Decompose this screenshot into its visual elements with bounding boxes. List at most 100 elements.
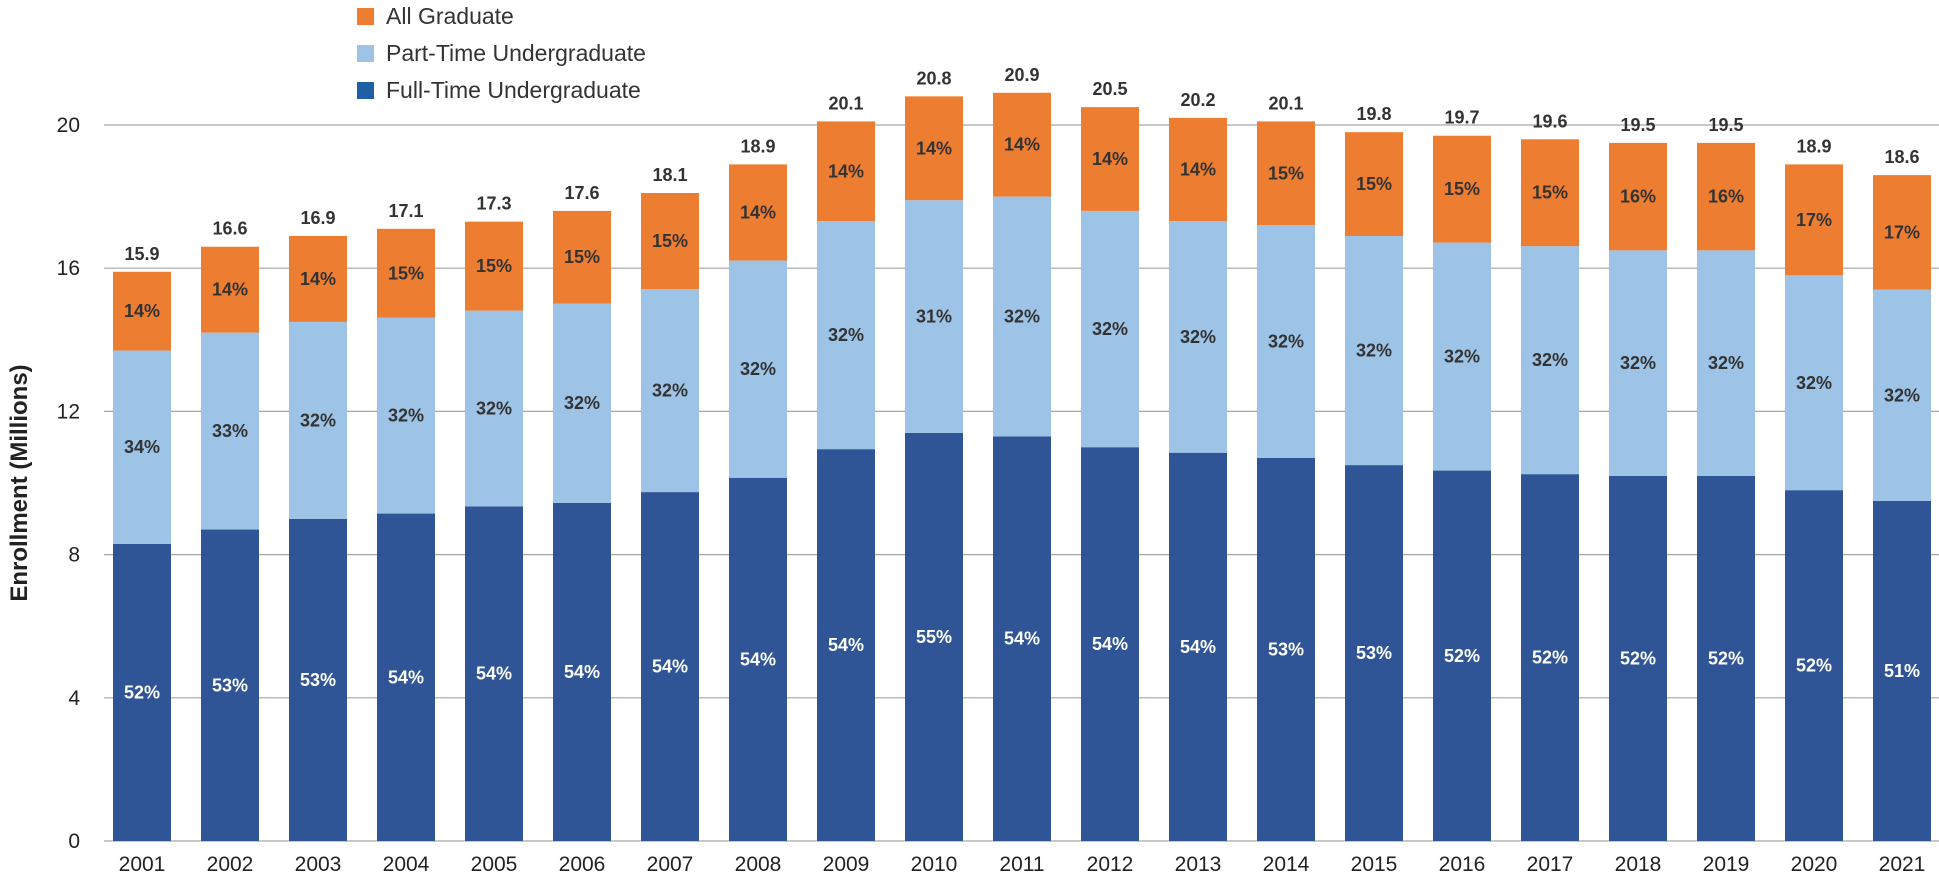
bar-total-label: 19.7	[1444, 108, 1479, 128]
bar-total-label: 18.9	[740, 136, 775, 156]
segment-percent-label: 54%	[1004, 629, 1040, 649]
bar-segment	[1345, 132, 1403, 236]
segment-percent-label: 32%	[476, 399, 512, 419]
x-tick-label: 2010	[911, 853, 958, 876]
bars	[113, 92, 1931, 841]
bar-total-label: 19.6	[1532, 111, 1567, 131]
bar-segment	[553, 502, 611, 841]
segment-percent-label: 15%	[1444, 179, 1480, 199]
bar-segment	[641, 193, 699, 290]
x-tick-label: 2002	[207, 853, 254, 876]
x-tick-label: 2009	[823, 853, 870, 876]
segment-percent-label: 32%	[300, 410, 336, 430]
bar-segment	[1433, 242, 1491, 471]
segment-percent-label: 52%	[1444, 646, 1480, 666]
segment-percent-label: 14%	[916, 138, 952, 158]
segment-percent-label: 32%	[1444, 347, 1480, 367]
x-tick-label: 2021	[1879, 853, 1926, 876]
bar-total-label: 16.9	[300, 208, 335, 228]
segment-percent-label: 32%	[1268, 332, 1304, 352]
y-axis-title: Enrollment (Millions)	[6, 364, 33, 601]
segment-percent-label: 55%	[916, 627, 952, 647]
segment-percent-label: 15%	[1356, 174, 1392, 194]
segment-percent-label: 17%	[1884, 222, 1920, 242]
bar-segment	[1345, 465, 1403, 841]
segment-percent-label: 15%	[1268, 163, 1304, 183]
segment-percent-label: 54%	[652, 657, 688, 677]
bar-segment	[553, 303, 611, 503]
bar-segment	[729, 260, 787, 478]
segment-percent-label: 14%	[1092, 149, 1128, 169]
segment-percent-label: 54%	[740, 649, 776, 669]
segment-percent-label: 32%	[652, 381, 688, 401]
segment-percent-label: 14%	[212, 280, 248, 300]
x-tick-label: 2020	[1791, 853, 1838, 876]
bar-segment	[1609, 142, 1667, 251]
bar-segment	[1081, 447, 1139, 841]
x-tick-label: 2006	[559, 853, 606, 876]
x-tick-label: 2011	[999, 853, 1044, 876]
bar-total-label: 18.1	[652, 165, 687, 185]
y-tick-label: 8	[68, 544, 80, 567]
x-tick-label: 2012	[1087, 853, 1134, 876]
bar-segment	[465, 310, 523, 507]
bar-segment	[1081, 210, 1139, 448]
x-tick-label: 2008	[735, 853, 782, 876]
segment-percent-label: 54%	[476, 664, 512, 684]
bar-segment	[113, 271, 171, 351]
segment-percent-label: 14%	[1004, 135, 1040, 155]
bar-segment	[1873, 500, 1931, 841]
bar-total-label: 16.6	[212, 219, 247, 239]
legend-swatch	[357, 8, 374, 25]
bar-total-label: 17.1	[388, 201, 423, 221]
bar-segment	[1169, 117, 1227, 222]
bar-segment	[465, 506, 523, 841]
bar-segment	[113, 543, 171, 841]
bar-segment	[641, 289, 699, 493]
bar-total-label: 19.5	[1620, 115, 1655, 135]
x-tick-label: 2007	[647, 853, 694, 876]
segment-percent-label: 32%	[1532, 350, 1568, 370]
x-tick-label: 2013	[1175, 853, 1222, 876]
legend-swatch	[357, 45, 374, 62]
bar-total-label: 17.6	[564, 183, 599, 203]
segment-percent-label: 52%	[124, 682, 160, 702]
bar-segment	[553, 210, 611, 304]
y-tick-label: 4	[68, 687, 80, 710]
segment-percent-label: 34%	[124, 437, 160, 457]
bar-segment	[1521, 139, 1579, 247]
x-tick-label: 2019	[1703, 853, 1750, 876]
x-tick-label: 2001	[119, 853, 166, 876]
x-tick-label: 2004	[383, 853, 430, 876]
segment-percent-label: 14%	[300, 269, 336, 289]
bar-total-label: 20.5	[1092, 79, 1127, 99]
segment-percent-label: 14%	[828, 161, 864, 181]
segment-percent-label: 53%	[1356, 643, 1392, 663]
x-tick-label: 2015	[1351, 853, 1398, 876]
bar-segment	[465, 221, 523, 311]
bar-segment	[1785, 490, 1843, 841]
bar-total-label: 15.9	[124, 244, 159, 264]
x-tick-label: 2005	[471, 853, 518, 876]
segment-percent-label: 32%	[1180, 327, 1216, 347]
segment-percent-label: 54%	[388, 667, 424, 687]
bar-segment	[289, 518, 347, 841]
bar-segment	[1609, 250, 1667, 476]
bar-segment	[1345, 235, 1403, 466]
bar-segment	[289, 321, 347, 519]
bar-segment	[1257, 121, 1315, 226]
bar-segment	[1257, 225, 1315, 458]
segment-percent-label: 15%	[564, 247, 600, 267]
segment-percent-label: 53%	[300, 670, 336, 690]
segment-percent-label: 53%	[212, 675, 248, 695]
axes: Enrollment (Millions) 0 4 8 12 16 20 2001 2002 2…	[6, 114, 1925, 876]
segment-percent-label: 52%	[1532, 648, 1568, 668]
segment-percent-label: 52%	[1708, 648, 1744, 668]
segment-percent-label: 15%	[388, 263, 424, 283]
segment-percent-label: 32%	[564, 393, 600, 413]
bar-segment	[201, 529, 259, 841]
bar-segment	[1785, 164, 1843, 276]
segment-percent-label: 52%	[1620, 648, 1656, 668]
bar-total-label: 20.1	[1268, 93, 1303, 113]
